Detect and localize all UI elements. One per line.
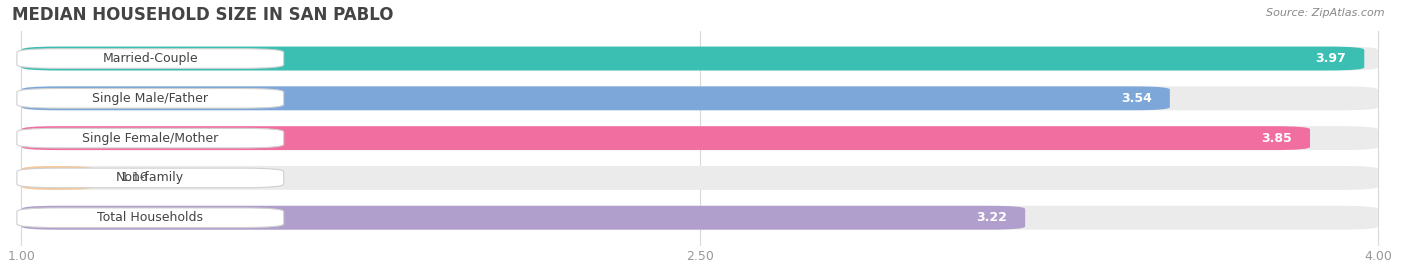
FancyBboxPatch shape (21, 86, 1170, 110)
Text: 3.85: 3.85 (1261, 132, 1292, 145)
Text: Non-family: Non-family (117, 171, 184, 185)
Text: Single Female/Mother: Single Female/Mother (82, 132, 218, 145)
FancyBboxPatch shape (17, 89, 284, 108)
FancyBboxPatch shape (21, 126, 1378, 150)
FancyBboxPatch shape (17, 168, 284, 188)
Text: Single Male/Father: Single Male/Father (93, 92, 208, 105)
FancyBboxPatch shape (21, 206, 1025, 230)
Text: 3.22: 3.22 (976, 211, 1007, 224)
FancyBboxPatch shape (17, 128, 284, 148)
Text: Total Households: Total Households (97, 211, 204, 224)
FancyBboxPatch shape (21, 47, 1364, 70)
Text: 3.97: 3.97 (1316, 52, 1346, 65)
Text: 1.16: 1.16 (121, 171, 149, 185)
Text: Source: ZipAtlas.com: Source: ZipAtlas.com (1267, 8, 1385, 18)
FancyBboxPatch shape (21, 126, 1310, 150)
Text: Married-Couple: Married-Couple (103, 52, 198, 65)
Text: MEDIAN HOUSEHOLD SIZE IN SAN PABLO: MEDIAN HOUSEHOLD SIZE IN SAN PABLO (13, 6, 394, 24)
FancyBboxPatch shape (17, 49, 284, 68)
FancyBboxPatch shape (21, 86, 1378, 110)
FancyBboxPatch shape (21, 166, 94, 190)
FancyBboxPatch shape (21, 206, 1378, 230)
Text: 3.54: 3.54 (1121, 92, 1152, 105)
FancyBboxPatch shape (21, 47, 1378, 70)
FancyBboxPatch shape (21, 166, 1378, 190)
FancyBboxPatch shape (17, 208, 284, 228)
